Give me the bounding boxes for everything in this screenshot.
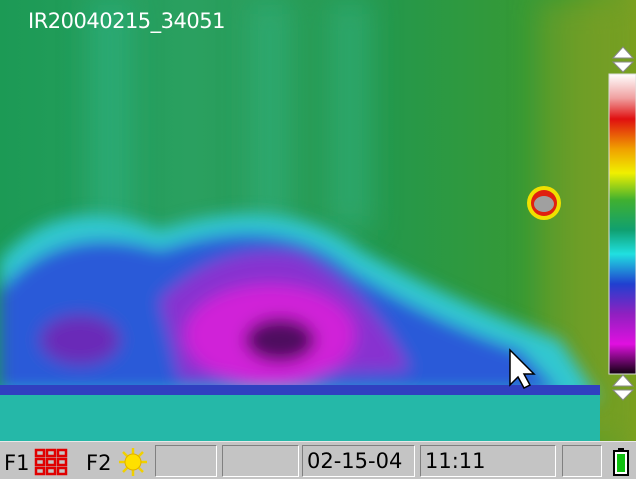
file-name: IR20040215_34051	[28, 9, 225, 33]
f2-key[interactable]: F2	[86, 448, 111, 478]
sun-icon[interactable]	[118, 447, 148, 477]
floor	[0, 395, 600, 441]
color-scale	[609, 74, 636, 374]
floor-edge	[0, 385, 600, 395]
hot-spot-core	[534, 196, 554, 212]
empty-cell	[562, 445, 602, 477]
time: 11:11	[420, 445, 556, 477]
grid-icon[interactable]	[34, 448, 68, 476]
thermal-camera-screen: IR20040215_34051 F1 F2 02-15-04 11:11	[0, 0, 636, 478]
date: 02-15-04	[302, 445, 415, 477]
thermal-image	[0, 0, 636, 441]
status-bar: F1 F2 02-15-04 11:11	[0, 441, 636, 479]
empty-cell	[155, 445, 217, 477]
battery-icon	[612, 447, 630, 477]
f1-key[interactable]: F1	[4, 448, 29, 478]
empty-cell	[222, 445, 299, 477]
